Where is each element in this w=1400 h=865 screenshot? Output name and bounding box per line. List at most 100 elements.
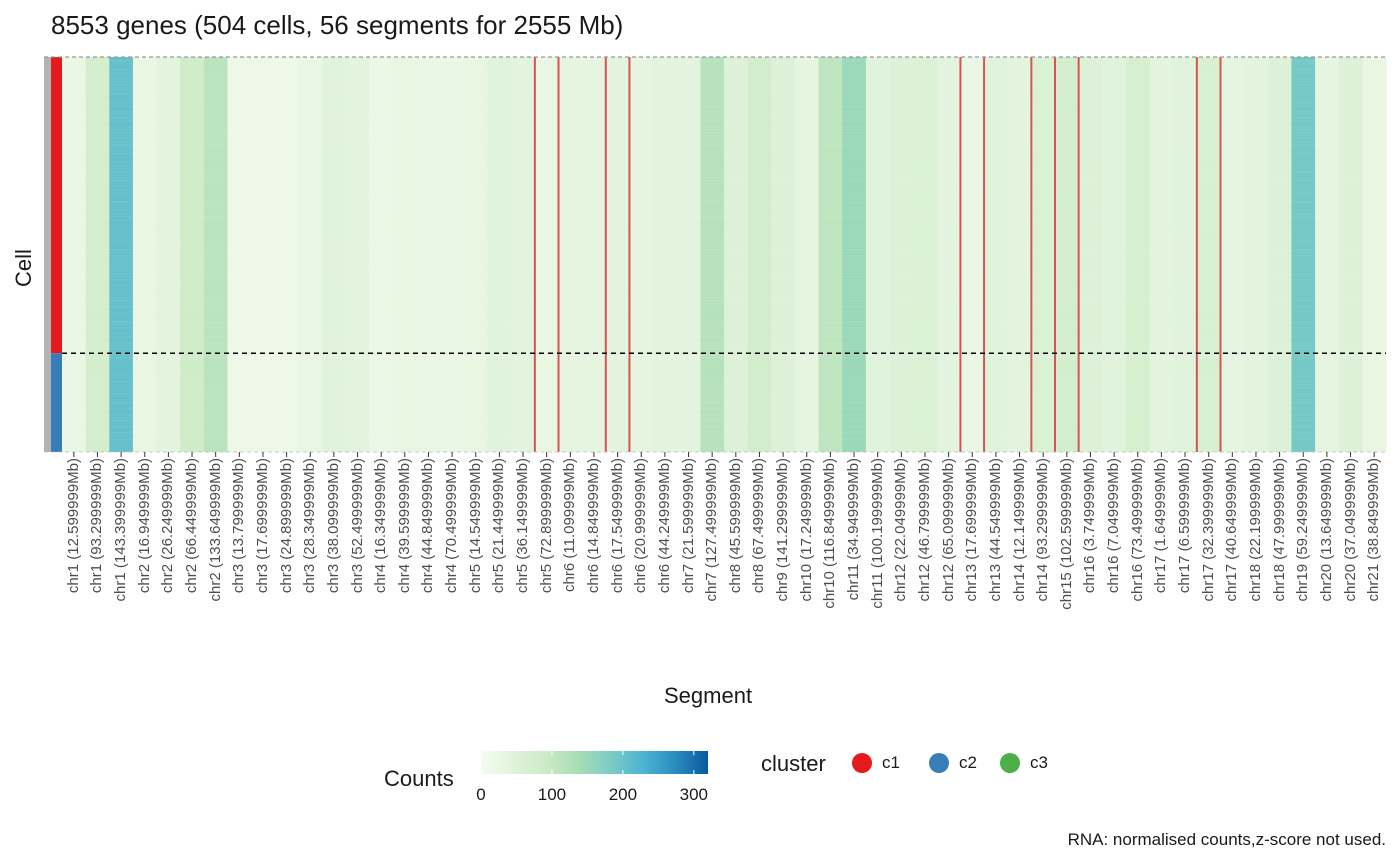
- heatmap-column: [440, 57, 465, 452]
- heatmap-column: [1173, 57, 1198, 452]
- x-tick-label: chr13 (44.549999Mb): [986, 458, 1004, 602]
- heatmap-column: [1149, 57, 1174, 452]
- x-tick-label: chr2 (133.649999Mb): [206, 458, 224, 602]
- heatmap-column: [794, 57, 820, 452]
- heatmap-column: [298, 57, 323, 452]
- heatmap-column: [1267, 57, 1293, 452]
- x-tick-label: chr8 (45.599999Mb): [726, 458, 744, 594]
- heatmap-column: [700, 57, 725, 452]
- heatmap-column: [913, 57, 938, 452]
- cell-cluster-bar: [51, 57, 62, 452]
- heatmap-column: [132, 57, 158, 452]
- heatmap-column: [629, 57, 654, 452]
- heatmap-column: [180, 57, 205, 452]
- x-tick-label: chr11 (34.949999Mb): [845, 458, 863, 601]
- heatmap-plot: [44, 56, 1388, 457]
- heatmap-column: [747, 57, 772, 452]
- x-tick-label: chr6 (14.849999Mb): [584, 458, 602, 594]
- legend-dot-c3: [1000, 753, 1020, 773]
- legend-label-c2: c2: [959, 753, 977, 772]
- heatmap-column: [1007, 57, 1032, 452]
- heatmap-column: [534, 57, 560, 452]
- x-tick-label: chr12 (65.099999Mb): [939, 458, 957, 602]
- x-tick-label: chr16 (7.049999Mb): [1105, 458, 1123, 594]
- x-tick-label: chr20 (37.049999Mb): [1341, 458, 1359, 602]
- heatmap-column: [558, 57, 583, 452]
- x-tick-label: chr1 (143.399999Mb): [112, 458, 130, 602]
- x-tick-label: chr1 (12.599999Mb): [64, 458, 82, 594]
- x-tick-label: chr6 (11.099999Mb): [561, 458, 579, 592]
- heatmap-column: [1196, 57, 1222, 452]
- x-tick-label: chr17 (40.649999Mb): [1223, 458, 1241, 602]
- colorbar-title: Counts: [384, 766, 454, 791]
- x-tick-label: chr3 (24.899999Mb): [277, 458, 295, 594]
- colorbar: [481, 751, 708, 774]
- heatmap-column: [1362, 57, 1387, 452]
- heatmap-column: [676, 57, 701, 452]
- x-tick-label: chr3 (13.799999Mb): [230, 458, 248, 594]
- x-tick-label: chr2 (26.249999Mb): [159, 458, 177, 594]
- heatmap-column: [771, 57, 796, 452]
- heatmap-column: [345, 57, 370, 452]
- x-tick-label: chr2 (66.449999Mb): [183, 458, 201, 594]
- x-tick-label: chr5 (36.149999Mb): [514, 458, 532, 594]
- cluster-bar-c1: [51, 57, 62, 354]
- x-tick-label: chr8 (67.499999Mb): [750, 458, 768, 594]
- x-tick-label: chr2 (16.949999Mb): [135, 458, 153, 594]
- x-tick-label: chr11 (100.199999Mb): [868, 458, 886, 609]
- heatmap-column: [1244, 57, 1269, 452]
- legend-label-c1: c1: [882, 753, 900, 772]
- x-tick-label: chr13 (17.699999Mb): [963, 458, 981, 602]
- x-tick-label: chr5 (21.449999Mb): [490, 458, 508, 594]
- heatmap-column: [1220, 57, 1245, 452]
- heatmap-column: [511, 57, 536, 452]
- x-tick-label: chr10 (17.249999Mb): [797, 458, 815, 602]
- x-tick-label: chr4 (16.349999Mb): [372, 458, 390, 594]
- x-tick-label: chr12 (22.049999Mb): [892, 458, 910, 602]
- x-tick-label: chr7 (21.599999Mb): [679, 458, 697, 594]
- heatmap-column: [1031, 57, 1056, 452]
- heatmap-columns: [62, 57, 1387, 452]
- x-tick-label: chr14 (93.299999Mb): [1034, 458, 1052, 602]
- x-tick-label: chr17 (32.399999Mb): [1199, 458, 1217, 602]
- heatmap-column: [1055, 57, 1080, 452]
- legend-dot-c2: [929, 753, 949, 773]
- x-tick-label: chr5 (72.899999Mb): [537, 458, 555, 594]
- x-tick-label: chr6 (20.999999Mb): [632, 458, 650, 594]
- heatmap-column: [109, 57, 134, 452]
- x-tick-label: chr17 (1.649999Mb): [1152, 458, 1170, 594]
- x-tick-label: chr4 (39.599999Mb): [395, 458, 413, 594]
- heatmap-column: [1291, 57, 1316, 452]
- heatmap-column: [251, 57, 276, 452]
- heatmap-column: [393, 57, 418, 452]
- colorbar-gradient: [481, 751, 708, 774]
- x-tick-label: chr16 (3.749999Mb): [1081, 458, 1099, 594]
- heatmap-column: [85, 57, 110, 452]
- x-tick-label: chr4 (44.849999Mb): [419, 458, 437, 594]
- x-tick-label: chr3 (38.099999Mb): [324, 458, 342, 594]
- caption: RNA: normalised counts,z-score not used.: [1067, 830, 1386, 849]
- x-tick-label: chr5 (14.549999Mb): [466, 458, 484, 594]
- heatmap-column: [227, 57, 252, 452]
- x-tick-label: chr20 (13.649999Mb): [1317, 458, 1335, 602]
- heatmap-column: [274, 57, 300, 452]
- heatmap-column: [1338, 57, 1363, 452]
- heatmap-column: [889, 57, 914, 452]
- chart-title: 8553 genes (504 cells, 56 segments for 2…: [51, 10, 624, 40]
- colorbar-tick-label: 200: [608, 785, 638, 804]
- x-tick-label: chr16 (73.499999Mb): [1128, 458, 1146, 602]
- x-tick-label: chr15 (102.599999Mb): [1057, 458, 1075, 610]
- heatmap-texture: [62, 60, 1386, 452]
- x-tick-label: chr3 (17.699999Mb): [253, 458, 271, 594]
- colorbar-tick-label: 0: [476, 785, 486, 804]
- x-tick-label: chr17 (6.599999Mb): [1176, 458, 1194, 594]
- x-tick-label: chr7 (127.499999Mb): [703, 458, 721, 602]
- colorbar-tick-label: 300: [679, 785, 708, 804]
- x-tick-label: chr3 (28.349999Mb): [301, 458, 319, 594]
- heatmap-column: [62, 57, 87, 452]
- x-tick-label: chr6 (17.549999Mb): [608, 458, 626, 594]
- legend-title: cluster: [761, 751, 826, 776]
- heatmap-column: [936, 57, 962, 452]
- heatmap-column: [653, 57, 678, 452]
- heatmap-column: [156, 57, 181, 452]
